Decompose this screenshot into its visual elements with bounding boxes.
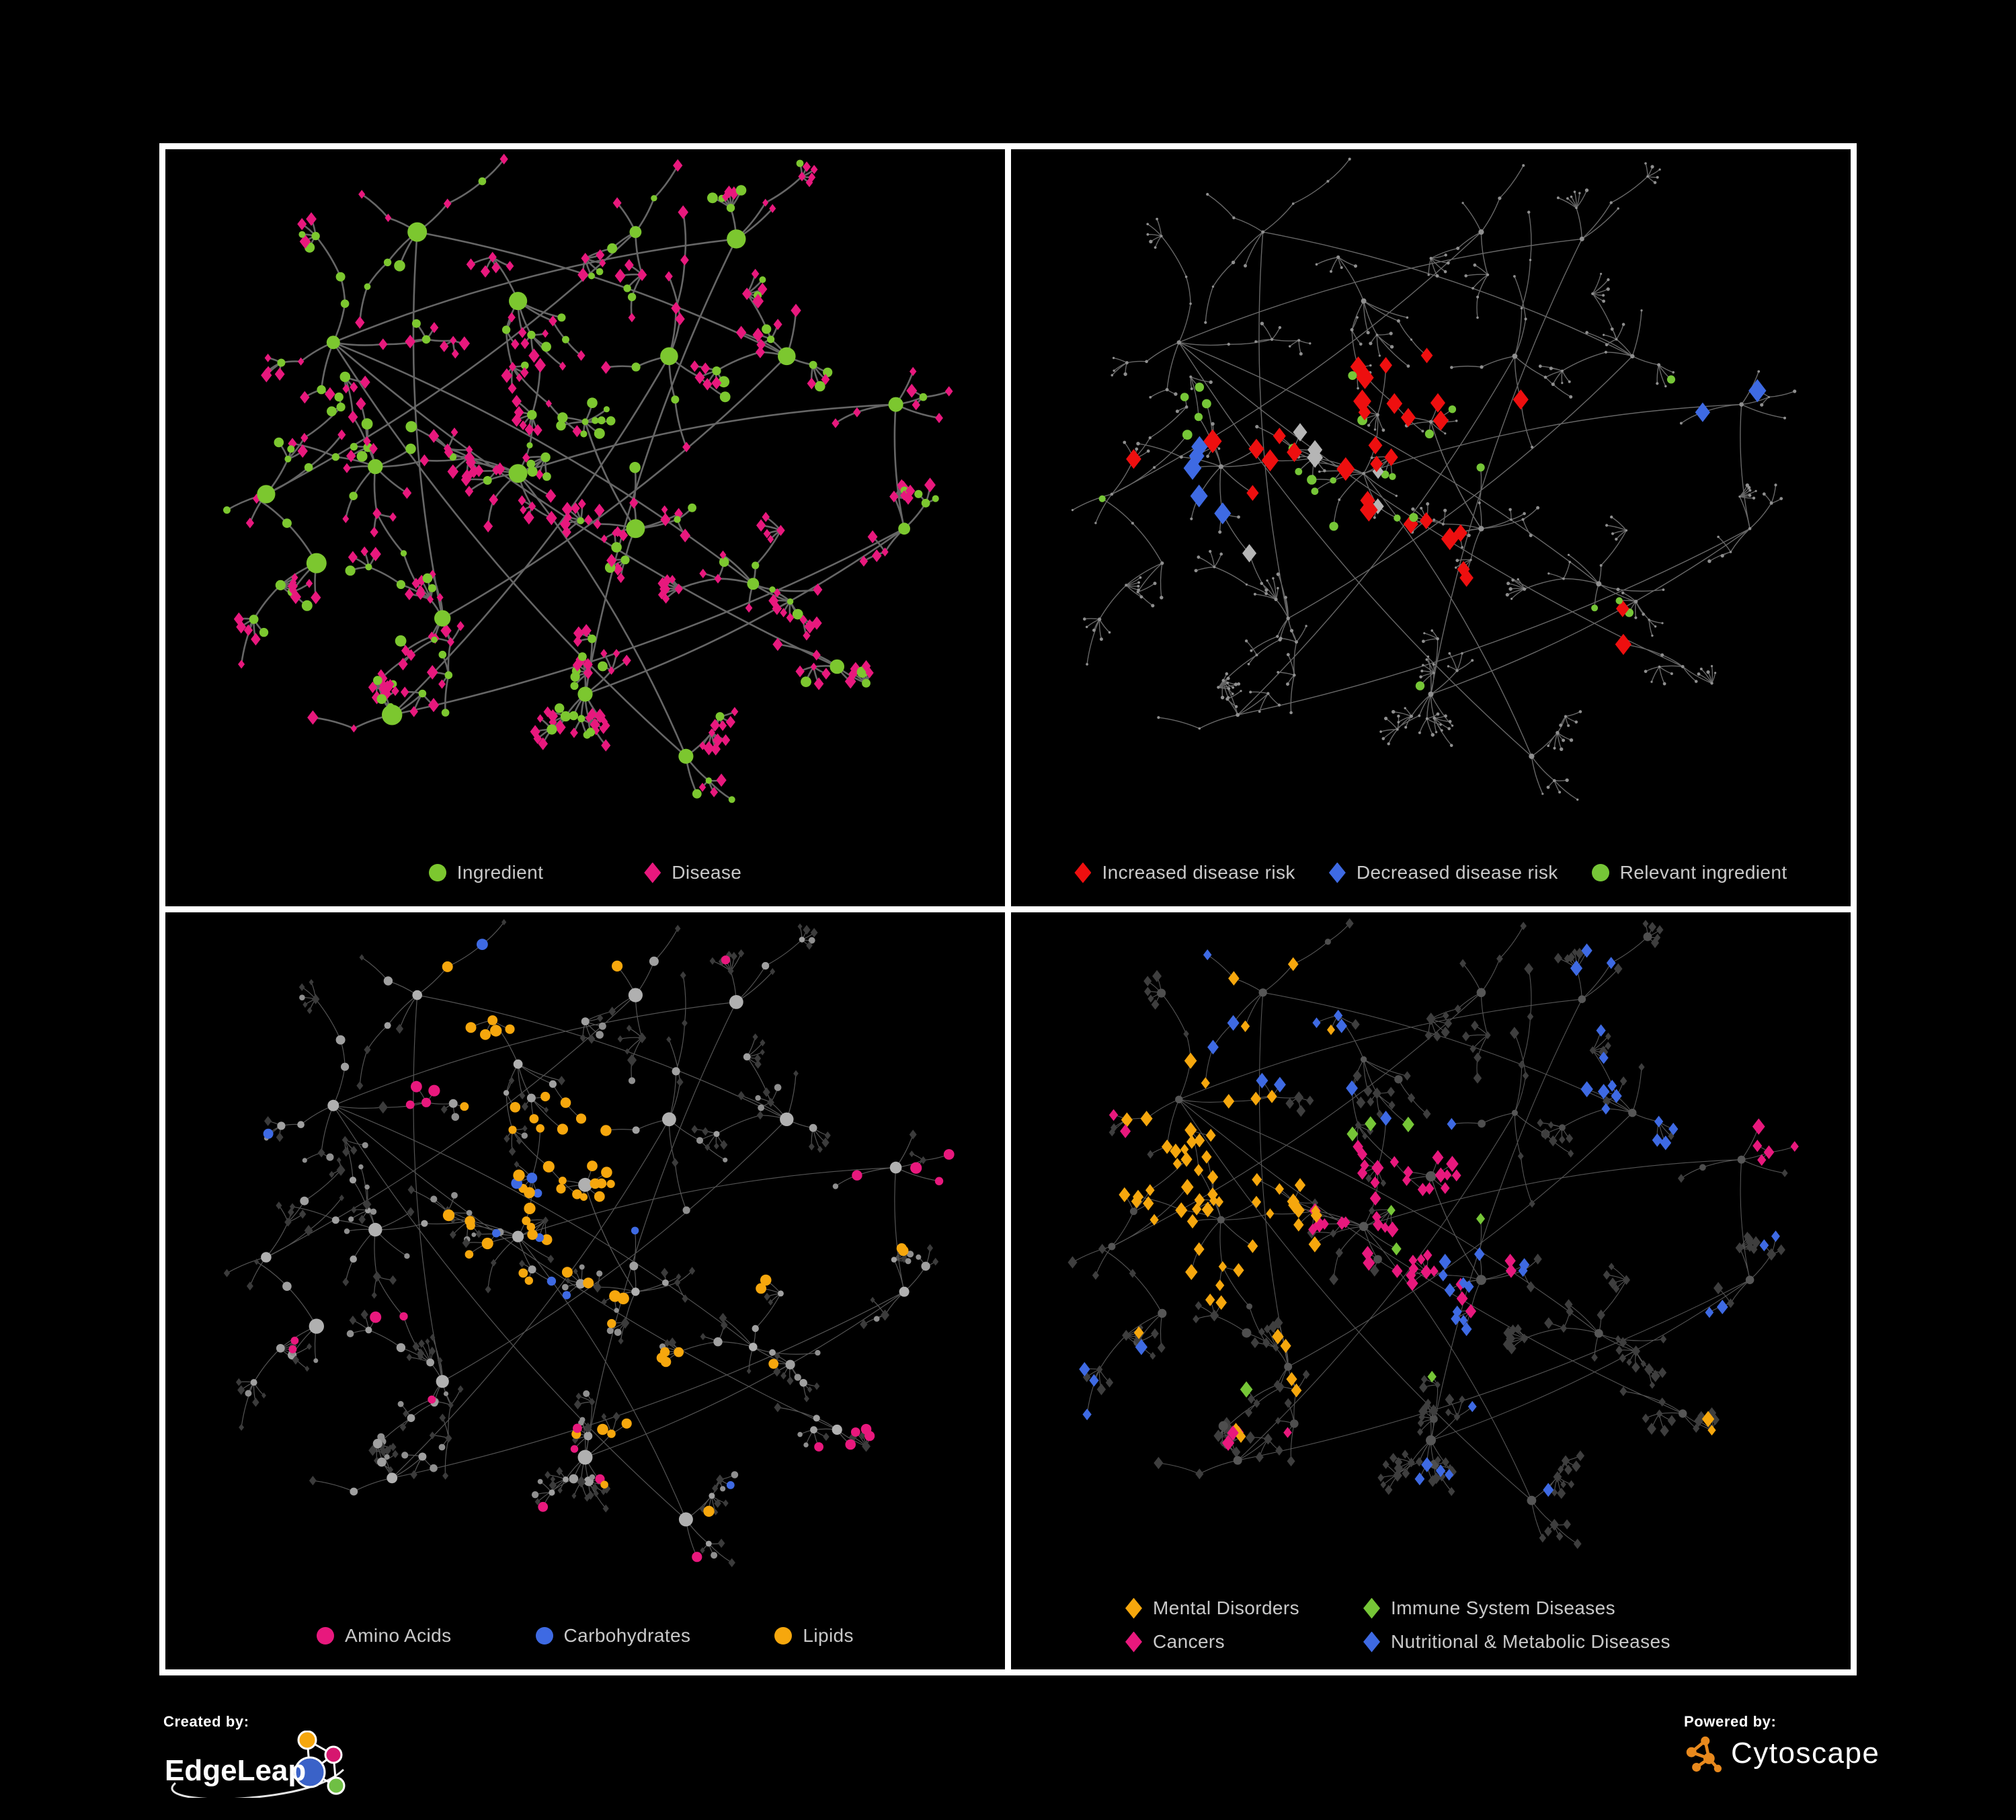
mental-disorders-diamond-icon — [1125, 1597, 1142, 1619]
increased-risk-diamond-icon — [1074, 862, 1092, 883]
legend-ingredient-disease: Ingredient Disease — [165, 839, 1005, 906]
legend-label: Lipids — [803, 1625, 854, 1646]
legend-label: Increased disease risk — [1102, 862, 1295, 883]
legend-label: Mental Disorders — [1153, 1597, 1300, 1618]
legend-item-increased-risk: Increased disease risk — [1074, 862, 1295, 883]
legend-item-lipids: Lipids — [774, 1625, 854, 1647]
legend-label: Relevant ingredient — [1619, 862, 1787, 883]
lipids-circle-icon — [774, 1627, 793, 1645]
network-graph-ingredient-disease — [223, 153, 953, 803]
created-by-label: Created by: — [163, 1713, 249, 1730]
powered-by-label: Powered by: — [1684, 1713, 1777, 1730]
panel-disease-risk: Increased disease risk Decreased disease… — [1011, 149, 1851, 906]
legend-label: Decreased disease risk — [1356, 862, 1558, 883]
legend-label: Nutritional & Metabolic Diseases — [1391, 1631, 1670, 1652]
legend-item-cancers: Cancers — [1125, 1631, 1299, 1653]
edgeleap-blue-node-icon — [294, 1756, 326, 1788]
carbohydrates-circle-icon — [535, 1627, 553, 1645]
network-graph-nutrient-classes — [223, 918, 955, 1567]
panel-disease-categories: Mental Disorders Immune System Diseases … — [1011, 912, 1851, 1669]
powered-by-credit: Powered by: Cytoscape — [1684, 1713, 1966, 1772]
legend-label: Carbohydrates — [563, 1625, 691, 1646]
legend-label: Cancers — [1153, 1631, 1225, 1652]
cytoscape-network-nodes — [1686, 1736, 1722, 1772]
edgeleap-wordmark: EdgeLeap — [165, 1754, 306, 1787]
panel-ingredient-disease: Ingredient Disease — [165, 149, 1005, 906]
legend-disease-risk: Increased disease risk Decreased disease… — [1011, 839, 1851, 906]
disease-diamond-icon — [644, 862, 661, 883]
cytoscape-wordmark: Cytoscape — [1731, 1737, 1880, 1770]
legend-label: Ingredient — [456, 862, 544, 883]
legend-nutrient-classes: Amino Acids Carbohydrates Lipids — [165, 1602, 1005, 1669]
decreased-risk-diamond-icon — [1328, 862, 1346, 883]
legend-item-disease: Disease — [644, 862, 741, 883]
legend-item-mental-disorders: Mental Disorders — [1125, 1597, 1299, 1619]
cytoscape-logo-icon — [1686, 1736, 1722, 1772]
network-graph-disease-risk — [1071, 157, 1797, 801]
edgeleap-orange-node-icon — [297, 1730, 317, 1750]
legend-label: Immune System Diseases — [1391, 1597, 1616, 1618]
ingredient-circle-icon — [428, 864, 446, 881]
panel-nutrient-classes: Amino Acids Carbohydrates Lipids — [165, 912, 1005, 1669]
nutritional-metabolic-diseases-diamond-icon — [1363, 1631, 1381, 1653]
edgeleap-pink-node-icon — [324, 1745, 343, 1764]
edgeleap-logo: EdgeLeap — [165, 1730, 346, 1801]
legend-disease-categories: Mental Disorders Immune System Diseases … — [1011, 1581, 1851, 1669]
legend-item-carbohydrates: Carbohydrates — [535, 1625, 691, 1647]
cancers-diamond-icon — [1125, 1631, 1142, 1653]
legend-item-nutritional-metabolic-diseases: Nutritional & Metabolic Diseases — [1363, 1631, 1670, 1653]
immune-system-diseases-diamond-icon — [1363, 1597, 1381, 1619]
legend-label: Amino Acids — [345, 1625, 452, 1646]
edgeleap-green-node-icon — [327, 1776, 346, 1795]
legend-item-decreased-risk: Decreased disease risk — [1328, 862, 1558, 883]
legend-item-relevant-ingredient: Relevant ingredient — [1591, 862, 1787, 883]
relevant-ingredient-circle-icon — [1591, 864, 1609, 881]
created-by-credit: Created by: EdgeLeap — [163, 1713, 405, 1801]
legend-label: Disease — [672, 862, 742, 883]
panel-grid: Ingredient Disease Increased disease ris… — [159, 143, 1857, 1675]
legend-item-ingredient: Ingredient — [428, 862, 544, 883]
legend-item-immune-system-diseases: Immune System Diseases — [1363, 1597, 1670, 1619]
legend-item-amino-acids: Amino Acids — [317, 1625, 451, 1647]
network-graph-disease-categories — [1067, 918, 1799, 1549]
amino-acids-circle-icon — [317, 1627, 335, 1645]
